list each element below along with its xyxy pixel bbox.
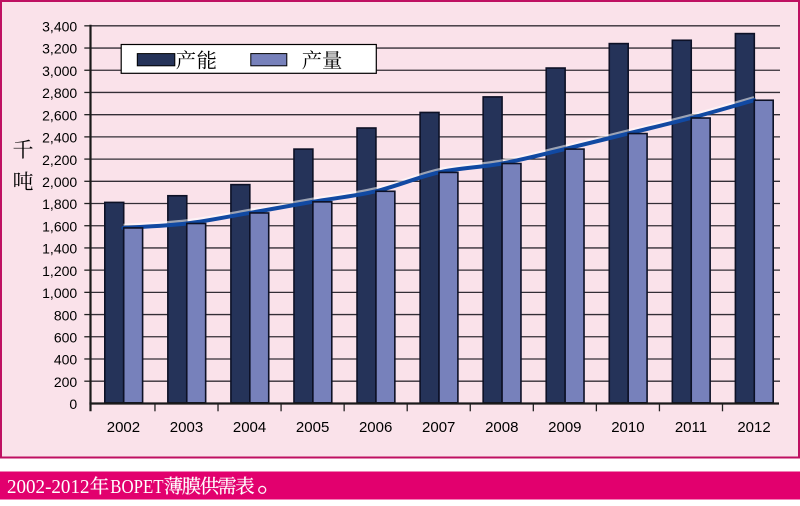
- svg-text:3,200: 3,200: [42, 41, 77, 57]
- svg-text:1,400: 1,400: [42, 241, 77, 257]
- svg-text:2006: 2006: [359, 419, 392, 436]
- svg-text:3,000: 3,000: [42, 63, 77, 79]
- svg-text:1,600: 1,600: [42, 218, 77, 234]
- svg-text:0: 0: [69, 396, 77, 412]
- svg-text:2,600: 2,600: [42, 107, 77, 123]
- svg-text:200: 200: [54, 374, 78, 390]
- svg-text:2004: 2004: [233, 419, 266, 436]
- svg-text:2005: 2005: [296, 419, 329, 436]
- svg-text:400: 400: [54, 352, 78, 368]
- svg-text:2,200: 2,200: [42, 152, 77, 168]
- svg-text:1,000: 1,000: [42, 285, 77, 301]
- svg-text:800: 800: [54, 307, 78, 323]
- svg-text:2012: 2012: [737, 419, 770, 436]
- svg-text:2009: 2009: [548, 419, 581, 436]
- svg-text:2008: 2008: [485, 419, 518, 436]
- svg-text:2011: 2011: [675, 419, 707, 436]
- svg-text:2010: 2010: [611, 419, 644, 436]
- svg-text:2,000: 2,000: [42, 174, 77, 190]
- svg-text:2002-2012: 2002-2012: [7, 477, 90, 498]
- svg-text:2007: 2007: [422, 419, 455, 436]
- svg-text:2,800: 2,800: [42, 85, 77, 101]
- svg-text:2003: 2003: [170, 419, 203, 436]
- svg-text:1,200: 1,200: [42, 263, 77, 279]
- svg-text:2002: 2002: [107, 419, 140, 436]
- svg-text:2,400: 2,400: [42, 130, 77, 146]
- svg-text:3,400: 3,400: [42, 19, 77, 35]
- svg-text:1,800: 1,800: [42, 196, 77, 212]
- svg-text:600: 600: [54, 329, 78, 345]
- svg-text:BOPET: BOPET: [110, 477, 163, 498]
